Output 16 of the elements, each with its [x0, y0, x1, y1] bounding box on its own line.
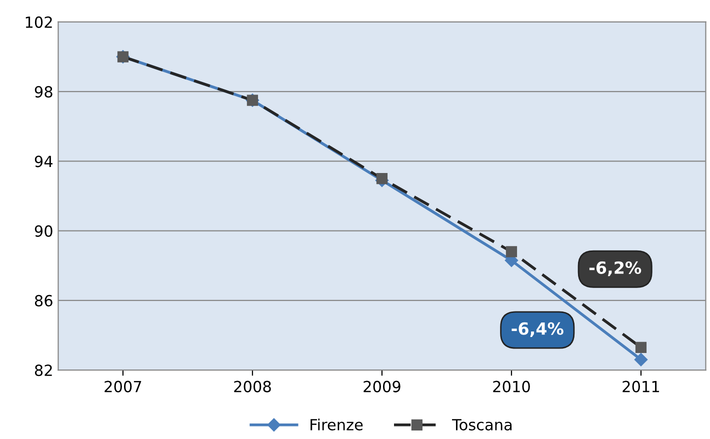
y-tick-label: 98 [34, 86, 52, 98]
legend-label: Firenze [310, 418, 363, 430]
x-tick-label: 2008 [234, 380, 271, 392]
y-tick-label: 86 [34, 294, 52, 306]
x-tick-label: 2010 [493, 380, 530, 392]
y-tick-label: 102 [26, 16, 52, 28]
y-tick-label: 94 [34, 156, 52, 168]
legend-label: Toscana [452, 419, 512, 430]
y-tick-label: 90 [34, 225, 52, 237]
x-tick-label: 2011 [622, 380, 660, 392]
annotation: -6,2% [589, 261, 642, 276]
annotation: -6,4% [512, 322, 564, 338]
point [634, 353, 648, 366]
x-tick-label: 2007 [104, 380, 142, 392]
y-tick-label: 82 [34, 364, 52, 376]
x-tick-label: 2009 [364, 380, 400, 392]
